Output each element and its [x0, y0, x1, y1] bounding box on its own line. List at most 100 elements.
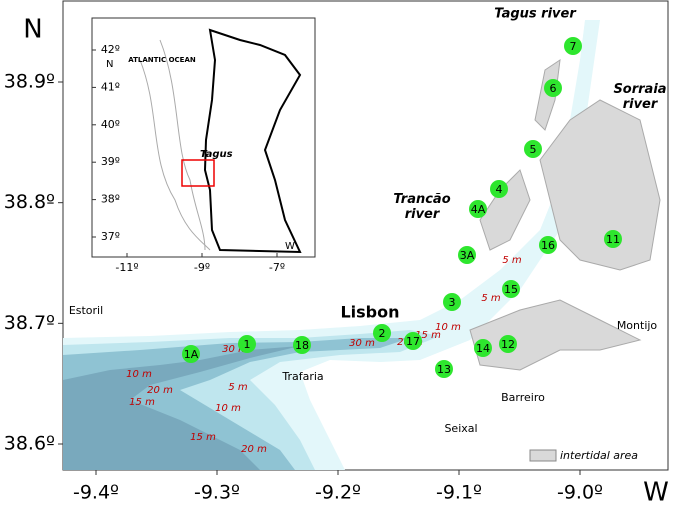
depth-label: 10 m [126, 369, 152, 380]
station-marker [443, 293, 461, 311]
place-label: Seixal [444, 422, 477, 435]
station: 6 [544, 79, 562, 97]
west-label: W [643, 478, 669, 508]
place-label: Lisbon [340, 303, 399, 322]
station: 14 [474, 339, 492, 357]
station: 1 [238, 335, 256, 353]
station-label: 12 [501, 338, 515, 351]
intertidal-area [469, 299, 642, 371]
station-label: 1A [184, 348, 199, 361]
river-label: Sorraia river [613, 82, 667, 112]
inset-lat-label: 41º [101, 80, 120, 93]
river-label: Trancão river [393, 192, 451, 222]
station-label: 7 [570, 40, 577, 53]
place-label: Barreiro [501, 391, 545, 404]
place-label: Trafaria [281, 370, 323, 383]
station-label: 16 [541, 239, 555, 252]
station: 12 [499, 335, 517, 353]
station: 11 [604, 230, 622, 248]
station-marker [435, 360, 453, 378]
station-label: 17 [406, 335, 420, 348]
depth-label: 30 m [349, 338, 375, 349]
inset-lat-label: 42º [101, 43, 120, 56]
lat-label: 38.6º [4, 433, 55, 455]
station: 3 [443, 293, 461, 311]
lon-label: -9.0º [557, 482, 603, 504]
station-marker [404, 332, 422, 350]
inset-lon-label: -9º [194, 261, 210, 274]
intertidal-area [539, 99, 661, 271]
station: 16 [539, 236, 557, 254]
lon-label: -9.3º [194, 482, 240, 504]
station-marker [469, 200, 487, 218]
bathymetry [159, 39, 206, 251]
station-label: 13 [437, 363, 451, 376]
station-label: 3 [449, 296, 456, 309]
place-label: Montijo [617, 319, 658, 332]
station: 13 [435, 360, 453, 378]
lon-label: -9.1º [436, 482, 482, 504]
station-label: 3A [460, 249, 475, 262]
station-marker [544, 79, 562, 97]
station: 4A [469, 200, 487, 218]
inset-lat-label: 38º [101, 193, 120, 206]
depth-label: 5 m [481, 293, 501, 304]
depth-label: 20 m [241, 444, 267, 455]
station-marker [604, 230, 622, 248]
station: 18 [293, 336, 311, 354]
station-marker [293, 336, 311, 354]
depth-label: 10 m [215, 403, 241, 414]
station: 7 [564, 37, 582, 55]
place-label: Estoril [69, 304, 103, 317]
station-marker [539, 236, 557, 254]
station-label: 14 [476, 342, 490, 355]
station: 2 [373, 324, 391, 342]
station-label: 6 [550, 82, 557, 95]
station-marker [499, 335, 517, 353]
depth-label: 30 m [222, 344, 248, 355]
north-label: N [23, 15, 42, 45]
station: 17 [404, 332, 422, 350]
station-label: 4A [471, 203, 486, 216]
station-label: 1 [244, 338, 251, 351]
inset-lat-label: 40º [101, 118, 120, 131]
station: 5 [524, 140, 542, 158]
station-marker [373, 324, 391, 342]
depth-label: 20 m [147, 385, 173, 396]
lat-label: 38.8º [4, 191, 55, 213]
station-marker [490, 180, 508, 198]
station-marker [458, 246, 476, 264]
inset-lon-label: -11º [115, 261, 138, 274]
station-marker [564, 37, 582, 55]
inset-lon-label: -7º [269, 261, 285, 274]
ocean-label: ATLANTIC OCEAN [128, 56, 196, 64]
inset-north: N [106, 59, 113, 70]
inset-west: W [285, 241, 295, 252]
inset-tagus: Tagus [200, 149, 233, 160]
station-label: 11 [606, 233, 620, 246]
inset-lat-label: 37º [101, 230, 120, 243]
station-label: 15 [504, 283, 518, 296]
station-marker [182, 345, 200, 363]
station-label: 5 [530, 143, 537, 156]
deepest-water [63, 346, 300, 470]
depth-label: 15 m [129, 397, 155, 408]
legend-swatch [529, 449, 557, 462]
station-marker [502, 280, 520, 298]
station-label: 4 [496, 183, 503, 196]
lon-label: -9.4º [73, 482, 119, 504]
depth-label: 10 m [435, 322, 461, 333]
depth-label: 15 m [190, 432, 216, 443]
station: 15 [502, 280, 520, 298]
station: 4 [490, 180, 508, 198]
station-marker [238, 335, 256, 353]
station-marker [524, 140, 542, 158]
station-label: 18 [295, 339, 309, 352]
depth-label: 5 m [502, 255, 522, 266]
lat-label: 38.9º [4, 71, 55, 93]
lat-label: 38.7º [4, 312, 55, 334]
station: 1A [182, 345, 200, 363]
legend-label: intertidal area [560, 449, 638, 462]
study-area-box [181, 159, 215, 187]
